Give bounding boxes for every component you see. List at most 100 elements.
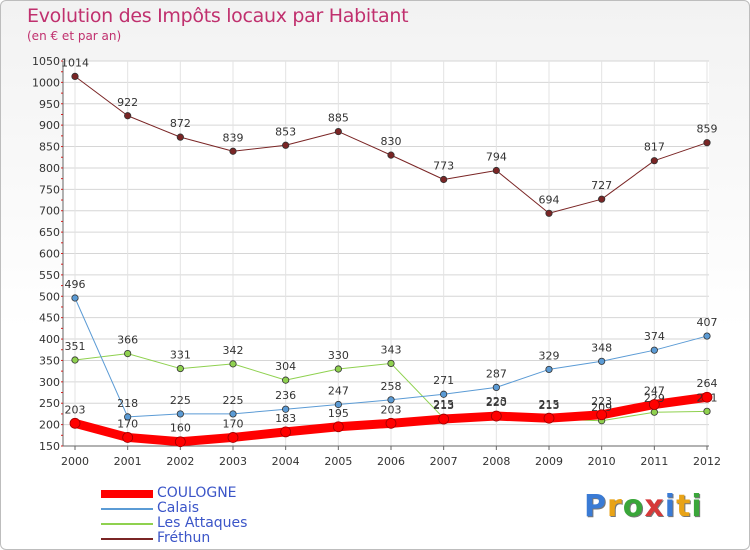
data-point-les-attaques <box>334 365 342 373</box>
y-tick-label: 950 <box>39 98 60 111</box>
x-tick-label: 2000 <box>61 455 89 468</box>
data-point-coulogne <box>596 409 608 421</box>
data-label-calais: 236 <box>275 389 296 402</box>
data-label-calais: 218 <box>117 397 138 410</box>
data-label-fréthun: 922 <box>117 96 138 109</box>
data-point-fréthun <box>71 72 79 81</box>
x-tick-label: 2010 <box>588 455 616 468</box>
data-label-fréthun: 885 <box>328 112 349 125</box>
data-point-coulogne <box>490 410 502 422</box>
data-label-fréthun: 727 <box>591 179 612 192</box>
data-point-les-attaques <box>387 359 395 368</box>
data-label-calais: 225 <box>223 394 244 407</box>
data-point-les-attaques <box>176 364 184 373</box>
legend-swatch <box>101 507 153 510</box>
data-point-calais <box>440 390 448 398</box>
data-point-fréthun <box>282 141 290 149</box>
data-point-fréthun <box>229 147 237 155</box>
data-point-calais <box>176 410 184 418</box>
y-tick-label: 400 <box>39 333 60 346</box>
data-label-calais: 258 <box>381 380 402 393</box>
data-label-coulogne: 170 <box>223 417 244 430</box>
data-label-calais: 329 <box>539 349 560 362</box>
data-point-les-attaques <box>703 407 711 415</box>
data-point-les-attaques <box>71 356 79 364</box>
data-label-les-attaques: 215 <box>433 398 454 411</box>
data-point-coulogne <box>332 421 344 433</box>
y-tick-label: 600 <box>39 248 60 261</box>
data-point-fréthun <box>334 127 342 136</box>
x-tick-label: 2011 <box>640 455 668 468</box>
y-tick-label: 150 <box>39 440 60 453</box>
legend-swatch <box>101 537 153 540</box>
x-tick-label: 2004 <box>272 455 300 468</box>
data-point-calais <box>282 405 290 413</box>
legend-label: Calais <box>157 500 200 516</box>
legend-item-fréthun: Fréthun <box>101 531 247 546</box>
data-point-calais <box>703 332 711 340</box>
y-tick-label: 250 <box>39 397 60 410</box>
data-point-calais <box>229 410 237 418</box>
logo-letter: x <box>644 489 665 524</box>
x-tick-label: 2003 <box>219 455 247 468</box>
y-tick-label: 500 <box>39 290 60 303</box>
chart-legend: COULOGNE Calais Les Attaques Fréthun <box>101 486 247 546</box>
data-label-coulogne: 195 <box>328 407 349 420</box>
data-label-coulogne: 215 <box>539 398 560 411</box>
data-point-fréthun <box>703 139 711 147</box>
data-label-les-attaques: 343 <box>381 343 402 356</box>
data-label-coulogne: 213 <box>433 399 454 412</box>
data-label-les-attaques: 351 <box>65 340 86 353</box>
data-label-calais: 348 <box>591 341 612 354</box>
x-tick-label: 2012 <box>693 455 721 468</box>
data-point-calais <box>545 365 553 374</box>
y-tick-label: 800 <box>39 162 60 175</box>
data-label-coulogne: 247 <box>644 385 665 398</box>
data-point-les-attaques <box>282 376 290 384</box>
data-label-fréthun: 794 <box>486 151 507 164</box>
data-label-calais: 225 <box>170 394 191 407</box>
chart-title: Evolution des Impôts locaux par Habitant <box>27 5 409 27</box>
legend-label: COULOGNE <box>157 485 237 501</box>
y-tick-label: 350 <box>39 354 60 367</box>
data-label-calais: 374 <box>644 330 665 343</box>
data-point-coulogne <box>174 436 186 448</box>
chart-subtitle: (en € et par an) <box>27 29 122 43</box>
legend-item-calais: Calais <box>101 501 247 516</box>
data-point-fréthun <box>440 175 448 184</box>
data-point-fréthun <box>545 209 553 217</box>
y-tick-label: 1000 <box>32 76 60 89</box>
legend-item-coulogne: COULOGNE <box>101 486 247 501</box>
x-tick-label: 2007 <box>430 455 458 468</box>
data-point-calais <box>334 400 342 409</box>
y-tick-label: 300 <box>39 376 60 389</box>
data-point-calais <box>124 413 132 421</box>
data-point-coulogne <box>385 417 397 429</box>
data-label-les-attaques: 223 <box>486 395 507 408</box>
legend-swatch <box>101 489 153 498</box>
data-label-coulogne: 203 <box>381 403 402 416</box>
data-label-calais: 271 <box>433 374 454 387</box>
x-tick-label: 2008 <box>482 455 510 468</box>
data-point-coulogne <box>122 432 134 443</box>
data-label-coulogne: 220 <box>486 396 507 409</box>
data-label-fréthun: 859 <box>697 123 718 136</box>
logo-letter: r <box>607 489 623 524</box>
data-label-les-attaques: 304 <box>275 360 296 373</box>
proxiti-logo: Proxiti <box>584 489 703 524</box>
data-point-fréthun <box>650 157 658 165</box>
data-label-fréthun: 773 <box>433 159 454 172</box>
legend-swatch <box>101 522 153 525</box>
data-point-coulogne <box>438 413 450 425</box>
logo-letter: i <box>664 489 677 524</box>
data-label-les-attaques: 331 <box>170 349 191 362</box>
data-label-fréthun: 1014 <box>61 56 89 69</box>
data-label-coulogne: 170 <box>117 417 138 430</box>
y-tick-label: 550 <box>39 269 60 282</box>
data-label-les-attaques: 213 <box>539 399 560 412</box>
data-label-les-attaques: 366 <box>117 334 138 347</box>
data-label-fréthun: 694 <box>539 193 560 206</box>
x-tick-label: 2001 <box>114 455 142 468</box>
data-point-fréthun <box>598 195 606 203</box>
x-tick-label: 2009 <box>535 455 563 468</box>
